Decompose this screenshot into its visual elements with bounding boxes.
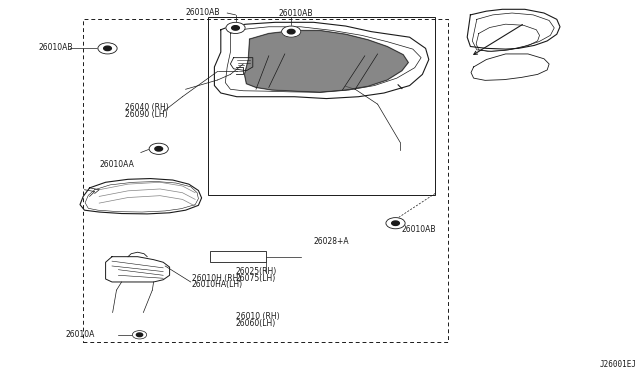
Text: 26090 (LH): 26090 (LH) bbox=[125, 110, 168, 119]
Text: 26010HA(LH): 26010HA(LH) bbox=[192, 280, 243, 289]
Text: 26010AB: 26010AB bbox=[402, 225, 436, 234]
Text: 26060(LH): 26060(LH) bbox=[236, 319, 276, 328]
Text: 26028: 26028 bbox=[212, 252, 237, 261]
Text: J26001EJ: J26001EJ bbox=[600, 360, 637, 369]
Text: 26025(RH): 26025(RH) bbox=[236, 267, 276, 276]
Circle shape bbox=[149, 143, 168, 154]
Polygon shape bbox=[244, 31, 408, 92]
Circle shape bbox=[232, 26, 239, 30]
Circle shape bbox=[104, 46, 111, 51]
Circle shape bbox=[287, 29, 295, 34]
Bar bbox=[83, 19, 448, 342]
Text: 26010AA: 26010AA bbox=[99, 160, 134, 169]
Text: 26010A: 26010A bbox=[65, 330, 95, 339]
Circle shape bbox=[226, 22, 245, 33]
Circle shape bbox=[386, 218, 405, 229]
Text: 26010AB: 26010AB bbox=[38, 43, 73, 52]
Circle shape bbox=[155, 147, 163, 151]
Circle shape bbox=[132, 331, 147, 339]
Text: 26010H (RH): 26010H (RH) bbox=[192, 274, 241, 283]
Text: 26010 (RH): 26010 (RH) bbox=[236, 312, 279, 321]
Text: 26010AB: 26010AB bbox=[186, 8, 220, 17]
Circle shape bbox=[392, 221, 399, 225]
Text: 26075(LH): 26075(LH) bbox=[236, 274, 276, 283]
Text: 26040 (RH): 26040 (RH) bbox=[125, 103, 168, 112]
Bar bbox=[210, 251, 266, 262]
Circle shape bbox=[98, 43, 117, 54]
Text: 26028+A: 26028+A bbox=[314, 237, 349, 246]
Bar bbox=[208, 17, 435, 195]
Circle shape bbox=[136, 333, 143, 337]
Text: 26010AB: 26010AB bbox=[278, 9, 313, 18]
Circle shape bbox=[282, 26, 301, 37]
